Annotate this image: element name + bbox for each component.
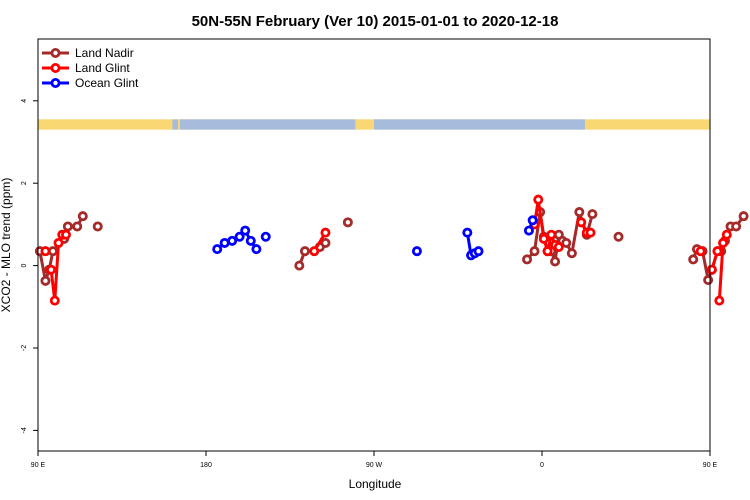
x-tick-label: 180 bbox=[200, 462, 212, 469]
data-point bbox=[523, 225, 534, 236]
series-layer bbox=[34, 194, 749, 306]
y-tick-label: 2 bbox=[21, 181, 28, 185]
data-point bbox=[574, 207, 585, 218]
data-point bbox=[613, 231, 624, 242]
data-point bbox=[251, 244, 262, 255]
data-point bbox=[240, 225, 251, 236]
legend-item: Land Nadir bbox=[42, 46, 134, 60]
data-point bbox=[92, 221, 103, 232]
data-point bbox=[212, 244, 223, 255]
data-point bbox=[566, 248, 577, 259]
x-tick-label: 0 bbox=[540, 462, 544, 469]
data-point bbox=[77, 211, 88, 222]
series-ocean-glint bbox=[212, 215, 538, 261]
x-axis-label: Longitude bbox=[349, 477, 402, 491]
data-point bbox=[703, 275, 714, 286]
legend-item: Ocean Glint bbox=[42, 76, 139, 90]
data-point bbox=[546, 229, 557, 240]
data-point bbox=[706, 264, 717, 275]
series-land-glint bbox=[40, 194, 732, 306]
legend-marker bbox=[50, 48, 61, 59]
data-point bbox=[62, 221, 73, 232]
data-point bbox=[688, 254, 699, 265]
data-point bbox=[227, 235, 238, 246]
data-point bbox=[587, 209, 598, 220]
data-point bbox=[553, 242, 564, 253]
data-point bbox=[561, 237, 572, 248]
data-point bbox=[533, 194, 544, 205]
legend-item: Land Glint bbox=[42, 61, 130, 75]
data-point bbox=[538, 233, 549, 244]
data-point bbox=[40, 275, 51, 286]
y-tick-label: 4 bbox=[21, 99, 28, 103]
chart-title: 50N-55N February (Ver 10) 2015-01-01 to … bbox=[192, 13, 559, 30]
y-tick-label: 0 bbox=[21, 264, 28, 268]
ocean-band-segment bbox=[172, 119, 178, 130]
x-axis: 90 E 180 90 W 0 90 E bbox=[31, 451, 718, 469]
legend-marker bbox=[50, 63, 61, 74]
data-point bbox=[342, 217, 353, 228]
data-point bbox=[49, 295, 60, 306]
data-point bbox=[550, 256, 561, 267]
land-sea-band bbox=[38, 119, 710, 130]
data-point bbox=[40, 246, 51, 257]
data-point bbox=[576, 217, 587, 228]
series-land-nadir bbox=[34, 207, 749, 286]
data-point bbox=[462, 227, 473, 238]
data-point bbox=[718, 237, 729, 248]
data-point bbox=[473, 246, 484, 257]
data-point bbox=[245, 235, 256, 246]
data-point bbox=[294, 260, 305, 271]
data-point bbox=[411, 246, 422, 257]
plot-frame bbox=[37, 38, 711, 452]
data-point bbox=[542, 246, 553, 257]
data-point bbox=[522, 254, 533, 265]
ocean-band-segment bbox=[374, 119, 585, 130]
data-point bbox=[731, 221, 742, 232]
data-point bbox=[234, 231, 245, 242]
data-point bbox=[695, 246, 706, 257]
legend-marker bbox=[50, 78, 61, 89]
data-point bbox=[72, 221, 83, 232]
data-point bbox=[46, 264, 57, 275]
data-point bbox=[721, 229, 732, 240]
y-axis-label: XCO2 - MLO trend (ppm) bbox=[0, 178, 13, 313]
data-point bbox=[53, 237, 64, 248]
legend-label: Ocean Glint bbox=[75, 76, 139, 90]
ocean-band-segment bbox=[179, 119, 356, 130]
data-point bbox=[738, 211, 749, 222]
y-tick-label: -4 bbox=[21, 427, 28, 433]
data-point bbox=[299, 246, 310, 257]
data-point bbox=[309, 246, 320, 257]
data-point bbox=[260, 231, 271, 242]
x-tick-label: 90 W bbox=[366, 462, 383, 469]
data-point bbox=[529, 246, 540, 257]
data-point bbox=[714, 295, 725, 306]
data-point bbox=[712, 246, 723, 257]
data-point bbox=[527, 215, 538, 226]
x-tick-label: 90 E bbox=[703, 462, 718, 469]
y-axis: -4 -2 0 2 4 bbox=[21, 99, 38, 434]
data-point bbox=[320, 227, 331, 238]
y-tick-label: -2 bbox=[21, 345, 28, 351]
legend-label: Land Nadir bbox=[75, 46, 134, 60]
data-point bbox=[585, 227, 596, 238]
x-tick-label: 90 E bbox=[31, 462, 46, 469]
data-point bbox=[61, 229, 72, 240]
legend-label: Land Glint bbox=[75, 61, 130, 75]
data-point bbox=[320, 237, 331, 248]
